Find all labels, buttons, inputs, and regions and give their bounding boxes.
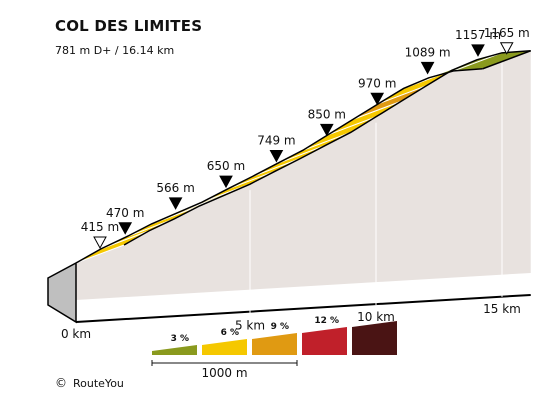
distance-tick-label: 0 km bbox=[61, 327, 91, 341]
road-end-edge bbox=[482, 50, 531, 70]
credit: © RouteYou bbox=[55, 376, 124, 390]
legend-swatch bbox=[202, 339, 247, 355]
endpoint-marker bbox=[499, 42, 514, 55]
legend-swatch bbox=[302, 327, 347, 355]
legend-swatch bbox=[252, 333, 297, 355]
elevation-label: 1089 m bbox=[405, 45, 451, 59]
distance-tick-label: 15 km bbox=[483, 302, 521, 316]
elevation-label: 415 m bbox=[81, 220, 119, 234]
distance-tick-label: 5 km bbox=[235, 319, 265, 333]
legend-swatch bbox=[352, 321, 397, 355]
endpoint-marker bbox=[93, 236, 107, 250]
legend-label: 3 % bbox=[171, 334, 189, 344]
credit-text: RouteYou bbox=[73, 377, 124, 390]
km-marker bbox=[471, 44, 485, 57]
gradient-legend: 3 % 6 % 9 % 12 % 1000 m bbox=[151, 316, 397, 380]
km-marker bbox=[269, 149, 284, 163]
elevation-label: 650 m bbox=[207, 159, 245, 173]
legend-label: 6 % bbox=[221, 328, 239, 338]
km-marker bbox=[168, 197, 183, 210]
legend-label: 9 % bbox=[271, 322, 289, 332]
elevation-label: 850 m bbox=[308, 107, 346, 121]
profile-wall bbox=[47, 50, 531, 324]
elevation-label: 1165 m bbox=[484, 26, 530, 40]
profile-base-block bbox=[47, 261, 77, 324]
elevation-label: 470 m bbox=[106, 206, 144, 220]
distance-tick-label: 10 km bbox=[357, 310, 395, 324]
legend-label: 12 % bbox=[314, 316, 339, 326]
km-marker bbox=[370, 92, 385, 106]
profile-floor-line bbox=[75, 293, 531, 323]
copyright-icon: © bbox=[55, 376, 67, 390]
elevation-label: 566 m bbox=[156, 181, 194, 195]
profile-subtitle: 781 m D+ / 16.14 km bbox=[55, 44, 175, 57]
km-marker bbox=[219, 175, 233, 189]
profile-road-band bbox=[75, 50, 531, 264]
elevation-label: 970 m bbox=[358, 76, 396, 90]
legend-scale-label: 1000 m bbox=[201, 366, 247, 380]
km-marker bbox=[118, 222, 133, 235]
elevation-label: 1157 m bbox=[455, 28, 501, 42]
legend-swatch bbox=[152, 345, 197, 355]
distance-axis: 0 km 5 km 10 km 15 km bbox=[61, 302, 521, 341]
road-front-edge bbox=[75, 68, 483, 264]
profile-title: COL DES LIMITES bbox=[55, 17, 203, 35]
km-marker bbox=[420, 61, 435, 75]
km-marker bbox=[319, 123, 334, 137]
road-back-edge bbox=[123, 50, 531, 246]
profile-wall-face bbox=[76, 50, 531, 300]
elevation-label: 749 m bbox=[257, 133, 295, 147]
